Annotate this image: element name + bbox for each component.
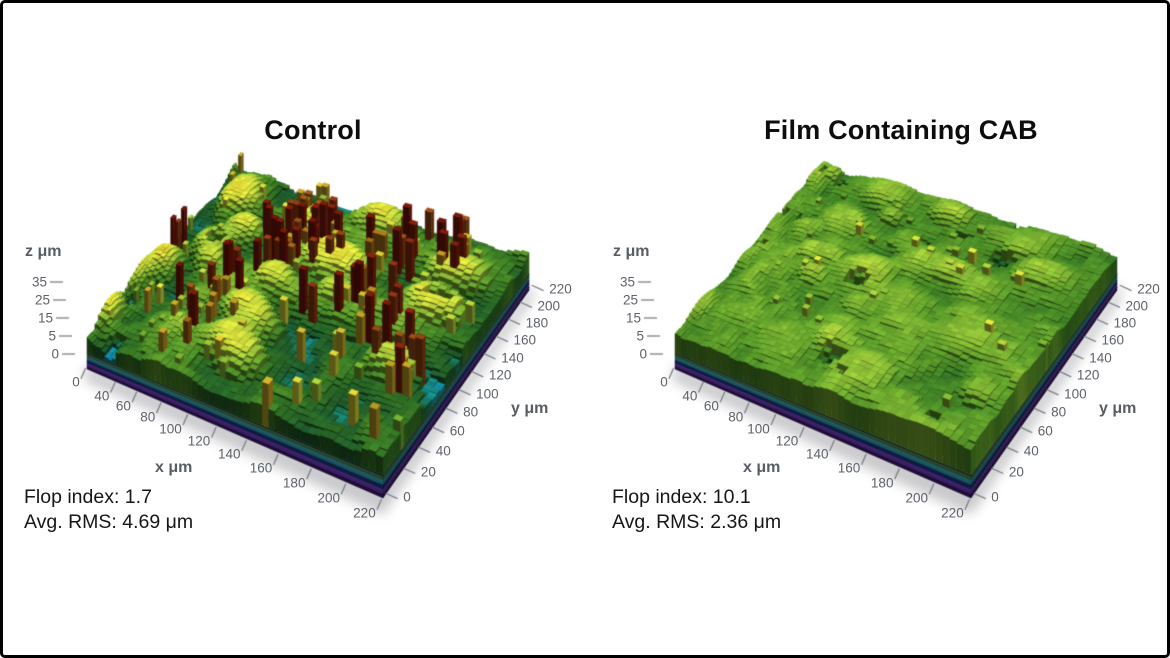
- x-axis-label: x μm: [155, 459, 193, 476]
- panel-stats: Flop index: 1.7 Avg. RMS: 4.69 μm: [24, 485, 193, 535]
- surface-3d-canvas-cab: [591, 3, 1167, 568]
- control-panel: Control z μm x μm y μm 04060801001201401…: [3, 3, 588, 655]
- avg-rms-text: Avg. RMS: 4.69 μm: [24, 511, 194, 533]
- avg-rms-text: Avg. RMS: 2.36 μm: [612, 511, 782, 533]
- flop-index-text: Flop index: 1.7: [24, 486, 152, 508]
- x-axis-label: x μm: [743, 459, 781, 476]
- y-axis-label: y μm: [1099, 400, 1137, 417]
- flop-index-text: Flop index: 10.1: [612, 486, 751, 508]
- panel-stats: Flop index: 10.1 Avg. RMS: 2.36 μm: [612, 485, 781, 535]
- z-axis-label: z μm: [25, 243, 62, 260]
- y-axis-label: y μm: [511, 400, 549, 417]
- z-axis-label: z μm: [613, 243, 650, 260]
- cab-film-panel: Film Containing CAB z μm x μm y μm 04060…: [591, 3, 1167, 655]
- surface-3d-canvas-control: [3, 3, 588, 568]
